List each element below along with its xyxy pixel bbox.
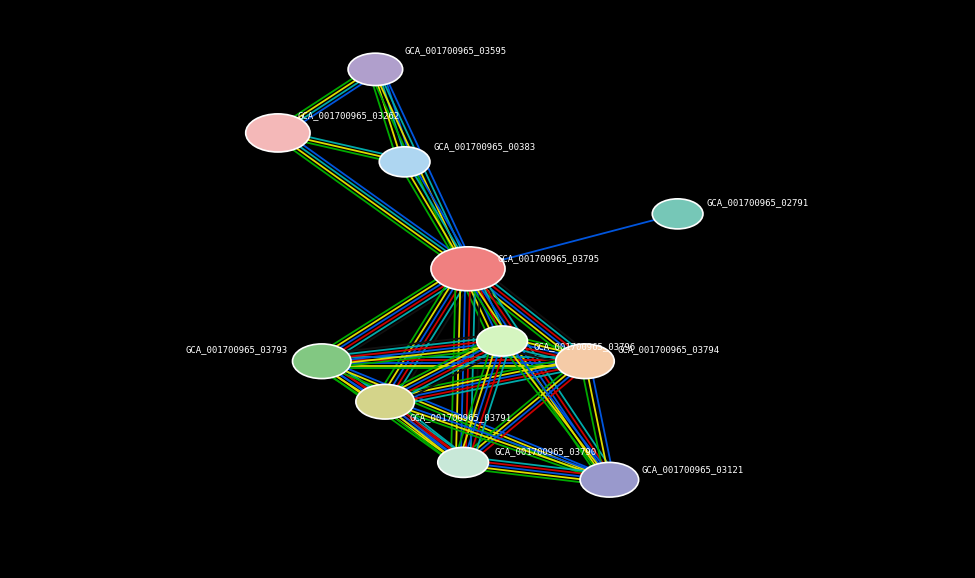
Text: GCA_001700965_03790: GCA_001700965_03790	[494, 447, 597, 457]
Circle shape	[379, 147, 430, 177]
Circle shape	[652, 199, 703, 229]
Circle shape	[246, 114, 310, 152]
Text: GCA_001700965_03262: GCA_001700965_03262	[297, 111, 400, 120]
Text: GCA_001700965_03791: GCA_001700965_03791	[410, 413, 512, 423]
Text: GCA_001700965_03793: GCA_001700965_03793	[185, 345, 288, 354]
Circle shape	[438, 447, 488, 477]
Circle shape	[556, 344, 614, 379]
Text: GCA_001700965_02791: GCA_001700965_02791	[707, 198, 809, 207]
Circle shape	[292, 344, 351, 379]
Circle shape	[580, 462, 639, 497]
Circle shape	[477, 326, 527, 356]
Text: GCA_001700965_03121: GCA_001700965_03121	[642, 465, 744, 474]
Text: GCA_001700965_00383: GCA_001700965_00383	[434, 142, 536, 151]
Circle shape	[431, 247, 505, 291]
Text: GCA_001700965_03796: GCA_001700965_03796	[533, 342, 636, 351]
Circle shape	[356, 384, 414, 419]
Text: GCA_001700965_03795: GCA_001700965_03795	[497, 254, 600, 263]
Text: GCA_001700965_03595: GCA_001700965_03595	[405, 46, 507, 55]
Circle shape	[348, 53, 403, 86]
Text: GCA_001700965_03794: GCA_001700965_03794	[617, 345, 720, 354]
